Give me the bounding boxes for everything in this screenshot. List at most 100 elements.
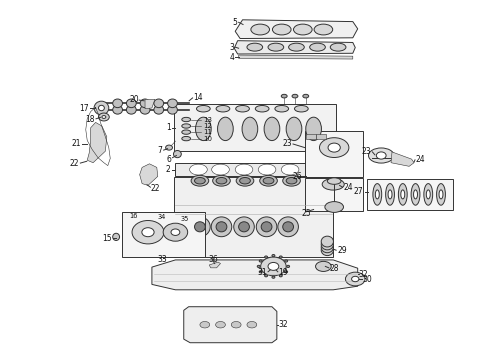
Ellipse shape <box>414 190 417 199</box>
Ellipse shape <box>113 233 120 240</box>
Text: 34: 34 <box>157 215 166 220</box>
Ellipse shape <box>168 99 177 108</box>
Ellipse shape <box>102 116 106 118</box>
Ellipse shape <box>306 117 321 140</box>
Ellipse shape <box>195 222 205 232</box>
Text: 29: 29 <box>337 246 347 255</box>
Ellipse shape <box>272 255 275 257</box>
Polygon shape <box>152 260 358 290</box>
Ellipse shape <box>424 184 433 205</box>
Text: 11: 11 <box>203 129 212 135</box>
Text: 22: 22 <box>151 184 160 193</box>
Text: 21: 21 <box>72 139 81 148</box>
Text: 1: 1 <box>166 123 171 132</box>
Ellipse shape <box>236 175 254 186</box>
Text: 7: 7 <box>158 146 163 155</box>
Ellipse shape <box>330 43 346 51</box>
Ellipse shape <box>268 43 284 51</box>
Ellipse shape <box>94 101 109 115</box>
Ellipse shape <box>239 222 249 232</box>
Ellipse shape <box>272 24 291 35</box>
Ellipse shape <box>247 43 263 51</box>
Ellipse shape <box>289 43 304 51</box>
Ellipse shape <box>314 24 333 35</box>
Text: 19: 19 <box>278 268 288 277</box>
Text: 25: 25 <box>301 209 311 217</box>
Polygon shape <box>306 134 316 139</box>
Text: 33: 33 <box>158 256 168 264</box>
Text: 23: 23 <box>282 139 292 148</box>
Bar <box>174 177 333 257</box>
Bar <box>305 178 363 211</box>
Ellipse shape <box>256 217 277 237</box>
Ellipse shape <box>142 228 154 237</box>
Ellipse shape <box>259 260 262 262</box>
Ellipse shape <box>265 275 268 277</box>
Text: 22: 22 <box>70 159 79 168</box>
Polygon shape <box>235 20 358 39</box>
Ellipse shape <box>132 220 164 244</box>
Ellipse shape <box>294 105 308 112</box>
Polygon shape <box>234 41 355 54</box>
Ellipse shape <box>231 321 241 328</box>
Ellipse shape <box>286 177 297 184</box>
Ellipse shape <box>257 265 260 267</box>
Text: 28: 28 <box>329 264 339 273</box>
Ellipse shape <box>98 113 109 121</box>
Ellipse shape <box>212 164 229 175</box>
Polygon shape <box>184 307 277 343</box>
Ellipse shape <box>292 94 298 98</box>
Ellipse shape <box>303 94 309 98</box>
Text: 13: 13 <box>203 117 212 122</box>
Text: 24: 24 <box>416 154 425 163</box>
Ellipse shape <box>325 202 343 212</box>
Polygon shape <box>87 122 107 163</box>
Ellipse shape <box>140 105 150 114</box>
Text: 16: 16 <box>129 213 138 219</box>
Ellipse shape <box>260 175 277 186</box>
Ellipse shape <box>439 190 443 199</box>
Text: 18: 18 <box>86 115 95 124</box>
Ellipse shape <box>265 256 268 258</box>
Ellipse shape <box>426 190 430 199</box>
Text: 26: 26 <box>293 172 302 181</box>
Ellipse shape <box>321 239 333 250</box>
Ellipse shape <box>173 150 181 158</box>
Ellipse shape <box>182 130 191 134</box>
Text: 27: 27 <box>354 187 364 196</box>
Ellipse shape <box>182 117 191 122</box>
Ellipse shape <box>216 105 230 112</box>
Text: 2: 2 <box>166 165 171 174</box>
Polygon shape <box>239 55 353 59</box>
Text: 5: 5 <box>233 18 238 27</box>
Ellipse shape <box>263 177 274 184</box>
Ellipse shape <box>327 178 341 184</box>
Ellipse shape <box>352 276 359 282</box>
Bar <box>175 163 314 176</box>
Ellipse shape <box>345 272 365 286</box>
Bar <box>174 104 336 151</box>
Ellipse shape <box>191 175 209 186</box>
Ellipse shape <box>216 177 227 184</box>
Ellipse shape <box>216 321 225 328</box>
Ellipse shape <box>388 190 392 199</box>
Text: 17: 17 <box>79 104 89 112</box>
Ellipse shape <box>401 190 405 199</box>
Ellipse shape <box>278 217 298 237</box>
Ellipse shape <box>398 184 407 205</box>
Polygon shape <box>316 134 326 139</box>
Ellipse shape <box>283 222 294 232</box>
Text: 20: 20 <box>129 95 139 104</box>
Ellipse shape <box>236 105 249 112</box>
Ellipse shape <box>310 43 325 51</box>
Ellipse shape <box>140 99 150 108</box>
Ellipse shape <box>163 223 188 241</box>
Ellipse shape <box>279 256 282 258</box>
Ellipse shape <box>168 105 177 114</box>
Text: 3: 3 <box>229 43 234 52</box>
Ellipse shape <box>328 143 340 152</box>
Bar <box>367 179 453 210</box>
Ellipse shape <box>286 117 302 140</box>
Polygon shape <box>391 152 414 166</box>
Ellipse shape <box>287 265 290 267</box>
